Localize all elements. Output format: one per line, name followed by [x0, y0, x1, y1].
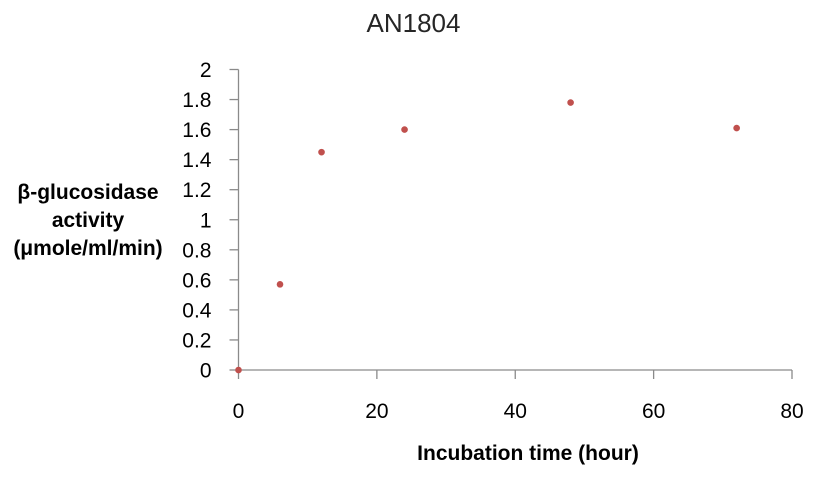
y-tick-label: 0.2: [182, 329, 211, 352]
data-point: [733, 124, 740, 132]
x-tick-label: 20: [365, 400, 388, 423]
data-point: [567, 99, 574, 106]
data-point: [235, 366, 242, 374]
y-axis-title: β-glucosidase activity (μmole/ml/min): [13, 181, 163, 260]
y-tick-label: 0.8: [182, 239, 211, 262]
y-tick-label: 1.6: [182, 119, 211, 142]
chart-title: AN1804: [366, 8, 461, 38]
x-axis-title: Incubation time (hour): [417, 442, 639, 465]
y-tick-label: 2: [200, 59, 212, 82]
y-tick-label: 1: [200, 209, 212, 232]
y-tick-label: 1.2: [182, 179, 211, 202]
x-tick-label: 60: [642, 400, 665, 423]
y-tick-label: 0.6: [182, 269, 211, 292]
data-point: [401, 126, 408, 133]
y-tick-label: 1.4: [182, 149, 212, 172]
y-tick-label: 1.8: [182, 89, 211, 112]
data-point: [318, 148, 325, 156]
x-tick-label: 40: [504, 400, 527, 423]
x-tick-label: 0: [233, 400, 245, 423]
x-tick-label: 80: [780, 400, 803, 423]
data-point: [276, 281, 284, 288]
y-tick-label: 0: [200, 360, 212, 383]
y-tick-label: 0.4: [182, 299, 212, 322]
